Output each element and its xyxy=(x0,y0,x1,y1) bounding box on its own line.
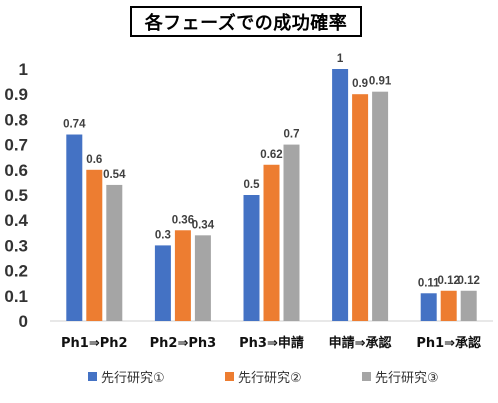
y-tick-label: 0.9 xyxy=(4,85,28,104)
bar xyxy=(243,195,260,321)
bar xyxy=(420,293,437,321)
bar xyxy=(460,290,477,321)
y-tick-label: 0.1 xyxy=(4,287,28,306)
legend-swatch xyxy=(88,372,97,381)
bar xyxy=(372,91,389,322)
legend-swatch xyxy=(362,372,371,381)
bar xyxy=(440,290,457,321)
data-label: 0.11 xyxy=(418,277,440,289)
data-label: 0.12 xyxy=(458,275,480,287)
data-label: 0.36 xyxy=(172,214,194,226)
legend-label: 先行研究③ xyxy=(375,371,439,386)
data-label: 0.34 xyxy=(192,219,215,231)
y-tick-label: 0.6 xyxy=(4,161,28,180)
bar xyxy=(174,230,191,321)
y-tick-label: 0.2 xyxy=(4,262,28,281)
data-label: 0.12 xyxy=(438,275,460,287)
legend-label: 先行研究① xyxy=(101,371,165,386)
legend-label: 先行研究② xyxy=(238,371,302,386)
data-label: 0.74 xyxy=(63,119,86,131)
y-tick-label: 0.7 xyxy=(4,136,28,155)
bar xyxy=(332,69,349,321)
data-label: 0.5 xyxy=(244,179,261,191)
bar xyxy=(106,184,123,321)
legend-swatch xyxy=(225,372,234,381)
bar xyxy=(283,144,300,321)
data-label: 0.9 xyxy=(352,78,368,90)
y-tick-label: 0.4 xyxy=(4,211,28,230)
data-label: 0.62 xyxy=(260,149,282,161)
data-label: 0.3 xyxy=(155,229,171,241)
data-label: 0.54 xyxy=(103,169,126,181)
chart-title: 各フェーズでの成功確率 xyxy=(144,12,348,34)
y-tick-label: 0.5 xyxy=(4,186,28,205)
x-tick-label: Ph2⇒Ph3 xyxy=(150,336,217,351)
bar xyxy=(66,134,83,321)
bar xyxy=(194,235,211,321)
data-label: 0.91 xyxy=(369,76,392,88)
x-tick-label: Ph1⇒Ph2 xyxy=(61,336,128,351)
y-tick-label: 1 xyxy=(19,60,28,79)
y-tick-label: 0.8 xyxy=(4,110,28,129)
y-tick-label: 0 xyxy=(19,312,28,331)
bar xyxy=(263,164,280,321)
data-label: 1 xyxy=(337,53,344,65)
x-tick-label: 申請⇒承認 xyxy=(329,335,392,351)
bar xyxy=(352,94,369,321)
data-label: 0.7 xyxy=(284,129,300,141)
chart-title-box: 各フェーズでの成功確率 xyxy=(130,6,362,37)
bar xyxy=(154,245,171,321)
x-tick-label: Ph3⇒申請 xyxy=(239,335,304,351)
y-tick-label: 0.3 xyxy=(4,236,28,255)
x-tick-label: Ph1⇒承認 xyxy=(416,335,481,351)
data-label: 0.6 xyxy=(86,154,102,166)
bar xyxy=(86,169,103,321)
